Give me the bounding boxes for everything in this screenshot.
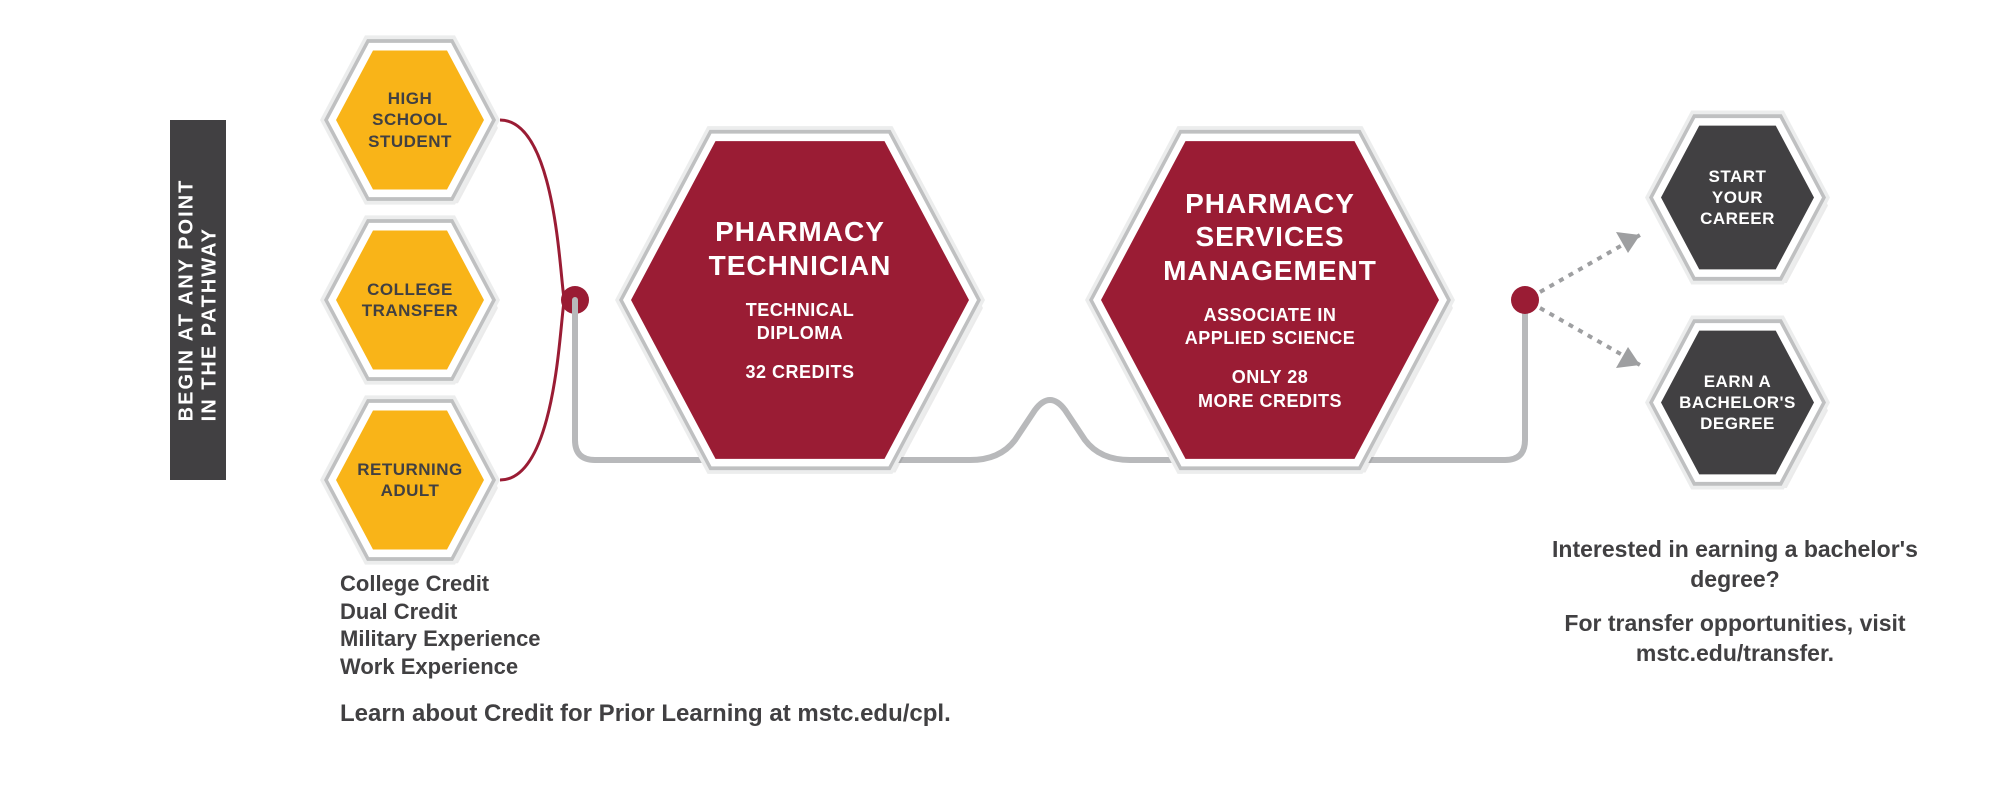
program-hex-technician: PHARMACYTECHNICIAN TECHNICALDIPLOMA 32 C… bbox=[625, 125, 975, 475]
outcome-hex-label: EARN ABACHELOR'SDEGREE bbox=[1665, 371, 1810, 435]
program-sub1: TECHNICALDIPLOMA bbox=[746, 299, 855, 346]
transfer-text: Interested in earning a bachelor's degre… bbox=[1540, 535, 1930, 669]
credit-list: College Credit Dual Credit Military Expe… bbox=[340, 570, 541, 680]
side-label-text: BEGIN AT ANY POINTIN THE PATHWAY bbox=[175, 179, 221, 422]
program-sub1: ASSOCIATE INAPPLIED SCIENCE bbox=[1185, 304, 1356, 351]
outcome-hex-career: STARTYOURCAREER bbox=[1655, 115, 1820, 280]
entry-hex-transfer: COLLEGETRANSFER bbox=[330, 220, 490, 380]
program-sub2: 32 CREDITS bbox=[745, 361, 854, 384]
entry-hex-label: HIGHSCHOOLSTUDENT bbox=[354, 88, 466, 152]
credit-item: College Credit bbox=[340, 570, 541, 598]
entry-hex-label: RETURNINGADULT bbox=[343, 459, 477, 502]
program-title: PHARMACYTECHNICIAN bbox=[709, 215, 892, 282]
credit-item: Dual Credit bbox=[340, 598, 541, 626]
side-label-bar: BEGIN AT ANY POINTIN THE PATHWAY bbox=[170, 120, 226, 480]
credit-item: Military Experience bbox=[340, 625, 541, 653]
transfer-line-2: For transfer opportunities, visit mstc.e… bbox=[1540, 609, 1930, 669]
entry-hex-returning: RETURNINGADULT bbox=[330, 400, 490, 560]
outcome-hex-label: STARTYOURCAREER bbox=[1686, 166, 1789, 230]
program-hex-management: PHARMACYSERVICESMANAGEMENT ASSOCIATE INA… bbox=[1095, 125, 1445, 475]
entry-hex-highschool: HIGHSCHOOLSTUDENT bbox=[330, 40, 490, 200]
outcome-hex-bachelor: EARN ABACHELOR'SDEGREE bbox=[1655, 320, 1820, 485]
program-sub2: ONLY 28MORE CREDITS bbox=[1198, 366, 1342, 413]
credit-item: Work Experience bbox=[340, 653, 541, 681]
entry-hex-label: COLLEGETRANSFER bbox=[348, 279, 473, 322]
program-title: PHARMACYSERVICESMANAGEMENT bbox=[1163, 187, 1377, 288]
cpl-line: Learn about Credit for Prior Learning at… bbox=[340, 700, 951, 728]
transfer-line-1: Interested in earning a bachelor's degre… bbox=[1540, 535, 1930, 595]
